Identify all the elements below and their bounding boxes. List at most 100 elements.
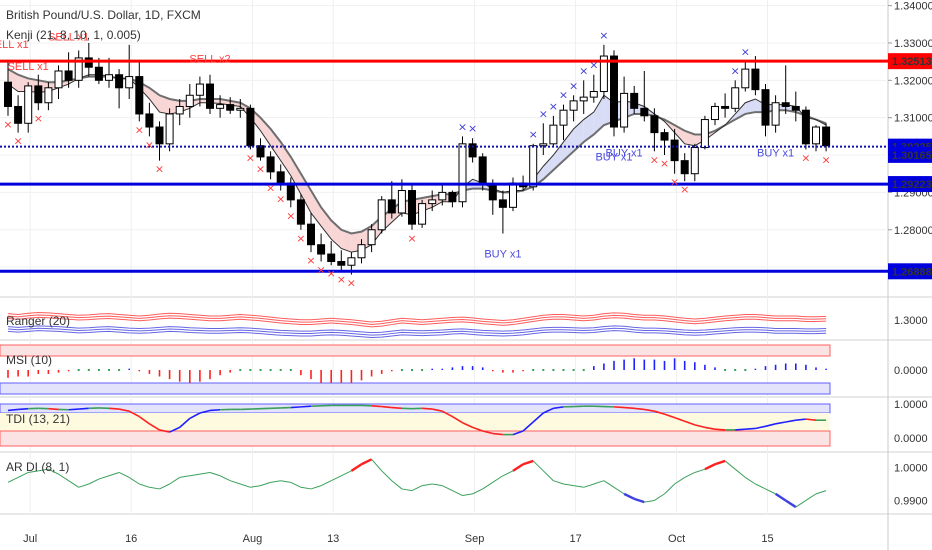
candle-body[interactable]: [660, 132, 669, 141]
tdi-line-segment[interactable]: [462, 421, 473, 429]
candle-body[interactable]: [185, 94, 194, 107]
ardi-line-segment[interactable]: [381, 470, 393, 482]
ardi-line-segment[interactable]: [542, 470, 554, 482]
tdi-line-segment[interactable]: [785, 419, 796, 423]
ardi-line-segment[interactable]: [7, 476, 19, 483]
candle-body[interactable]: [105, 74, 113, 81]
ardi-line-segment[interactable]: [815, 490, 827, 495]
ardi-line-segment[interactable]: [391, 480, 403, 490]
candle-body[interactable]: [781, 102, 790, 107]
tdi-line-segment[interactable]: [795, 418, 806, 421]
ardi-line-segment[interactable]: [411, 485, 423, 492]
tdi-line-segment[interactable]: [694, 424, 706, 429]
ardi-panel[interactable]: AR DI (8, 1): [6, 458, 827, 509]
ardi-line-segment[interactable]: [128, 476, 140, 485]
candle-body[interactable]: [468, 143, 477, 158]
ardi-line-segment[interactable]: [442, 485, 453, 492]
candle-body[interactable]: [418, 203, 427, 225]
ardi-line-segment[interactable]: [684, 472, 696, 478]
candle-body[interactable]: [216, 104, 225, 109]
tdi-line-segment[interactable]: [179, 417, 191, 428]
candle-body[interactable]: [337, 261, 346, 266]
tdi-line-segment[interactable]: [704, 426, 716, 430]
ardi-line-segment[interactable]: [58, 473, 69, 482]
tdi-line-segment[interactable]: [624, 406, 635, 410]
msi-panel[interactable]: MSI (10): [0, 344, 831, 395]
tdi-line-segment[interactable]: [371, 405, 382, 408]
candle-body[interactable]: [307, 223, 315, 246]
ardi-line-segment[interactable]: [159, 483, 170, 490]
tdi-line-segment[interactable]: [654, 410, 665, 415]
msi-bar[interactable]: [744, 369, 747, 371]
ardi-line-segment[interactable]: [209, 471, 221, 477]
candle-body[interactable]: [94, 66, 103, 81]
candle-body[interactable]: [246, 107, 255, 147]
candle-body[interactable]: [266, 156, 275, 173]
ardi-line-segment[interactable]: [522, 459, 534, 466]
msi-bar[interactable]: [421, 369, 424, 371]
ardi-line-segment[interactable]: [785, 499, 797, 509]
ardi-line-segment[interactable]: [452, 490, 463, 496]
candle-body[interactable]: [145, 113, 154, 128]
msi-bar[interactable]: [552, 369, 555, 371]
candle-body[interactable]: [195, 83, 204, 96]
msi-bar[interactable]: [97, 369, 100, 371]
candle-body[interactable]: [317, 244, 326, 255]
tdi-panel[interactable]: TDI (13, 21): [0, 403, 831, 447]
ardi-line-segment[interactable]: [674, 476, 685, 485]
msi-bar[interactable]: [734, 369, 737, 371]
tdi-line-segment[interactable]: [492, 432, 503, 436]
candle-body[interactable]: [408, 190, 416, 225]
ardi-line-segment[interactable]: [240, 483, 251, 488]
candle-body[interactable]: [771, 102, 780, 126]
candle-body[interactable]: [387, 199, 396, 214]
tdi-line-segment[interactable]: [714, 428, 726, 431]
candle-body[interactable]: [761, 89, 770, 126]
ardi-line-segment[interactable]: [360, 458, 373, 466]
tdi-line-segment[interactable]: [664, 413, 675, 419]
tdi-line-segment[interactable]: [532, 412, 544, 423]
tdi-line-segment[interactable]: [148, 423, 160, 431]
tdi-line-segment[interactable]: [805, 418, 817, 421]
tdi-line-segment[interactable]: [522, 421, 534, 432]
tdi-line-segment[interactable]: [78, 407, 89, 410]
msi-bar[interactable]: [572, 369, 575, 371]
msi-bar[interactable]: [108, 369, 110, 371]
tdi-line-segment[interactable]: [159, 429, 170, 433]
candle-body[interactable]: [276, 171, 285, 184]
tdi-line-segment[interactable]: [7, 408, 19, 412]
candle-body[interactable]: [488, 184, 497, 201]
tdi-line-segment[interactable]: [199, 409, 211, 414]
candle-body[interactable]: [539, 143, 548, 147]
candle-body[interactable]: [4, 81, 12, 107]
msi-bar[interactable]: [77, 369, 80, 371]
candle-body[interactable]: [115, 74, 124, 89]
msi-bar[interactable]: [562, 369, 565, 371]
tdi-line-segment[interactable]: [68, 408, 79, 411]
candle-body[interactable]: [438, 191, 447, 201]
candle-body[interactable]: [357, 244, 366, 259]
msi-bar[interactable]: [259, 369, 262, 371]
msi-bar[interactable]: [400, 369, 403, 371]
candle-body[interactable]: [721, 105, 730, 109]
ardi-line-segment[interactable]: [230, 480, 241, 485]
candle-body[interactable]: [448, 191, 457, 203]
ardi-line-segment[interactable]: [613, 486, 625, 495]
tdi-line-segment[interactable]: [735, 428, 746, 431]
ardi-line-segment[interactable]: [169, 476, 180, 485]
candle-body[interactable]: [670, 139, 679, 162]
msi-bar[interactable]: [239, 369, 242, 371]
candle-body[interactable]: [549, 124, 558, 145]
tdi-line-segment[interactable]: [169, 426, 181, 433]
tdi-line-segment[interactable]: [775, 421, 786, 425]
ardi-line-segment[interactable]: [350, 463, 363, 472]
candle-body[interactable]: [206, 83, 214, 109]
ardi-line-segment[interactable]: [17, 472, 29, 478]
ardi-line-segment[interactable]: [714, 459, 726, 466]
msi-bar[interactable]: [411, 369, 413, 371]
candle-body[interactable]: [711, 105, 719, 121]
candle-body[interactable]: [44, 87, 53, 104]
ardi-line-segment[interactable]: [270, 480, 281, 483]
candle-body[interactable]: [165, 113, 174, 145]
tdi-line-segment[interactable]: [542, 407, 554, 414]
